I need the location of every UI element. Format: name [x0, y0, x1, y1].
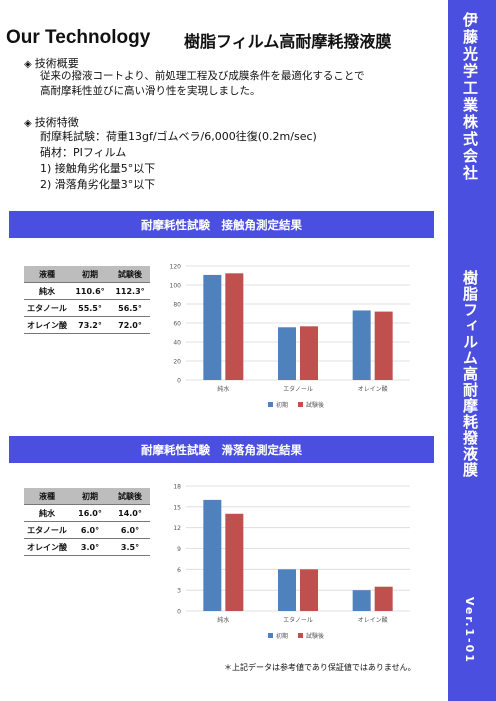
table-header-cell: 試験後 — [110, 266, 150, 283]
sliding-angle-band: 耐摩耗性試験 滑落角測定結果 — [9, 436, 434, 463]
table-cell: 112.3° — [110, 282, 150, 300]
x-tick-label: オレイン酸 — [358, 616, 388, 624]
y-tick-label: 80 — [173, 302, 181, 309]
features-line-2: 硝材：PIフィルム — [40, 146, 127, 159]
bar-after — [374, 311, 393, 380]
contact-angle-band-title: 耐摩耗性試験 接触角測定結果 — [141, 217, 302, 232]
legend-label: 試験後 — [306, 632, 324, 640]
y-tick-label: 20 — [173, 359, 181, 366]
bar-initial — [278, 569, 296, 611]
sliding-angle-band-title: 耐摩耗性試験 滑落角測定結果 — [141, 442, 302, 457]
features-line-4: 2) 滑落角劣化量3°以下 — [40, 178, 156, 191]
overview-heading: ◈ 技術概要 — [24, 55, 79, 71]
table-cell: エタノール — [24, 521, 70, 539]
overview-line-1: 従来の撥液コートより、前処理工程及び成膜条件を最適化することで — [40, 70, 365, 82]
table-row: エタノール 6.0° 6.0° — [24, 521, 150, 539]
table-cell: 3.0° — [70, 538, 110, 556]
table-cell: 16.0° — [70, 504, 110, 522]
bar-initial — [278, 327, 296, 380]
features-heading: ◈ 技術特徴 — [24, 114, 79, 130]
legend-swatch — [298, 402, 303, 407]
table-cell: 6.0° — [110, 521, 150, 539]
features-heading-text: 技術特徴 — [34, 116, 79, 129]
contact-angle-band: 耐摩耗性試験 接触角測定結果 — [9, 211, 434, 238]
contact-angle-table: 液種 初期 試験後 純水 110.6° 112.3° エタノール 55.5° 5… — [24, 266, 150, 334]
y-tick-label: 100 — [170, 283, 182, 290]
features-line-3: 1) 接触角劣化量5°以下 — [40, 162, 156, 175]
sidebar-version: Ver.1-01 — [463, 597, 476, 664]
y-tick-label: 0 — [177, 378, 181, 385]
bar-initial — [203, 274, 222, 380]
legend-label: 試験後 — [306, 401, 324, 409]
table-cell: 110.6° — [70, 282, 110, 300]
x-tick-label: 純水 — [217, 616, 229, 624]
table-cell: 6.0° — [70, 521, 110, 539]
table-cell: エタノール — [24, 299, 70, 317]
page-title-en: Our Technology — [6, 27, 151, 48]
legend-label: 初期 — [276, 401, 288, 409]
y-tick-label: 15 — [173, 504, 181, 511]
table-header-row: 液種 初期 試験後 — [24, 488, 150, 505]
diamond-bullet-icon: ◈ — [24, 118, 32, 129]
table-row: オレイン酸 73.2° 72.0° — [24, 316, 150, 334]
y-tick-label: 40 — [173, 340, 181, 347]
bar-after — [300, 569, 318, 611]
table-header-cell: 初期 — [70, 266, 110, 283]
table-cell: 14.0° — [110, 504, 150, 522]
diamond-bullet-icon: ◈ — [24, 59, 32, 70]
table-row: 純水 110.6° 112.3° — [24, 282, 150, 300]
x-tick-label: オレイン酸 — [358, 385, 388, 393]
legend-swatch — [268, 633, 273, 638]
table-cell: 純水 — [24, 504, 70, 522]
table-row: エタノール 55.5° 56.5° — [24, 299, 150, 317]
y-tick-label: 12 — [173, 525, 181, 532]
table-cell: 3.5° — [110, 538, 150, 556]
table-header-cell: 初期 — [70, 488, 110, 505]
table-cell: 72.0° — [110, 316, 150, 334]
x-tick-label: 純水 — [217, 385, 229, 393]
features-line-1: 耐摩耗試験：荷重13gf/ゴムベラ/6,000往復(0.2m/sec) — [40, 130, 317, 143]
table-row: オレイン酸 3.0° 3.5° — [24, 538, 150, 556]
overview-line-2: 高耐摩耗性並びに高い滑り性を実現しました。 — [40, 85, 261, 97]
y-tick-label: 3 — [177, 588, 181, 595]
y-tick-label: 60 — [173, 321, 181, 328]
bar-after — [225, 513, 244, 611]
legend-swatch — [298, 633, 303, 638]
table-cell: 純水 — [24, 282, 70, 300]
table-cell: オレイン酸 — [24, 316, 70, 334]
footnote: ＊上記データは参考値であり保証値ではありません。 — [224, 663, 416, 672]
bar-initial — [352, 590, 371, 611]
y-tick-label: 0 — [177, 609, 181, 616]
page-title-jp: 樹脂フィルム高耐摩耗撥液膜 — [184, 32, 392, 51]
sidebar: 伊藤光学工業株式会社 樹脂フィルム高耐摩耗撥液膜 Ver.1-01 — [448, 0, 496, 701]
sidebar-product: 樹脂フィルム高耐摩耗撥液膜 — [461, 270, 479, 478]
y-tick-label: 9 — [177, 546, 181, 553]
table-cell: 55.5° — [70, 299, 110, 317]
bar-initial — [203, 499, 222, 611]
bar-after — [300, 326, 318, 380]
table-cell: 56.5° — [110, 299, 150, 317]
x-tick-label: エタノール — [283, 385, 313, 393]
legend-swatch — [268, 402, 273, 407]
legend-label: 初期 — [276, 632, 288, 640]
y-tick-label: 6 — [177, 567, 181, 574]
table-header-cell: 試験後 — [110, 488, 150, 505]
y-tick-label: 120 — [170, 264, 182, 271]
bar-initial — [352, 310, 371, 380]
table-row: 純水 16.0° 14.0° — [24, 504, 150, 522]
table-header-cell: 液種 — [24, 488, 70, 505]
table-header-row: 液種 初期 試験後 — [24, 266, 150, 283]
table-cell: 73.2° — [70, 316, 110, 334]
x-tick-label: エタノール — [283, 616, 313, 624]
bar-after — [225, 273, 244, 380]
sidebar-company: 伊藤光学工業株式会社 — [461, 12, 479, 182]
y-tick-label: 18 — [173, 484, 181, 491]
table-cell: オレイン酸 — [24, 538, 70, 556]
table-header-cell: 液種 — [24, 266, 70, 283]
sliding-angle-table: 液種 初期 試験後 純水 16.0° 14.0° エタノール 6.0° 6.0°… — [24, 488, 150, 556]
bar-after — [374, 586, 393, 611]
overview-heading-text: 技術概要 — [34, 57, 79, 70]
